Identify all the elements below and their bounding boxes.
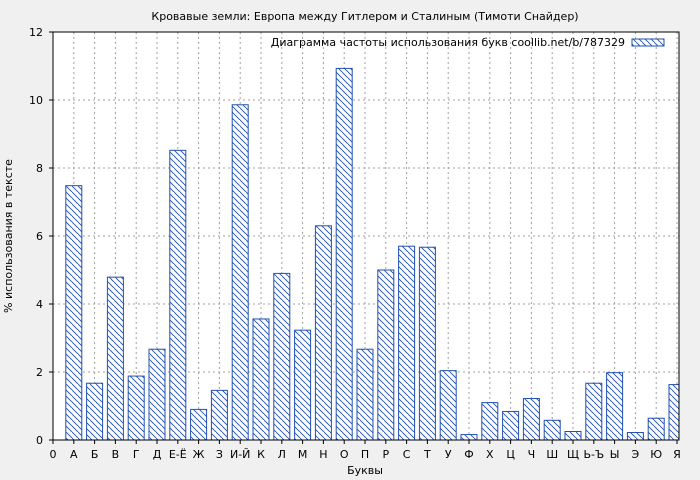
bar-С — [398, 245, 416, 441]
x-tick-label: О — [340, 448, 349, 461]
x-tick-label: У — [445, 448, 452, 461]
legend: Диаграмма частоты использования букв coo… — [271, 36, 665, 49]
bar-А — [65, 185, 83, 441]
x-tick-label: З — [216, 448, 223, 461]
bar-Г — [127, 375, 145, 441]
bar-О — [335, 67, 353, 441]
bar-К — [252, 318, 270, 441]
x-tick-label: Ю — [650, 448, 662, 461]
bar-З — [210, 389, 228, 441]
x-tick-label: Ф — [464, 448, 473, 461]
bar-М — [294, 329, 312, 441]
y-axis-label: % использования в тексте — [2, 159, 15, 313]
y-tick-label: 10 — [29, 94, 43, 107]
legend-swatch — [631, 38, 665, 47]
bar-И-Й — [231, 104, 249, 441]
bar-Ф — [460, 434, 478, 441]
x-tick-label: Д — [153, 448, 162, 461]
x-tick-label: Ч — [528, 448, 536, 461]
x-axis-label: Буквы — [347, 464, 383, 477]
bar-Щ — [564, 431, 582, 441]
y-tick-label: 2 — [36, 366, 43, 379]
x-tick-label: М — [298, 448, 308, 461]
x-tick-label: Н — [319, 448, 327, 461]
y-ticks-group: 0 2 4 6 8 10 12 — [29, 26, 53, 447]
bar-Х — [481, 402, 499, 441]
bar-Ч — [522, 398, 540, 441]
bar-Ж — [190, 408, 208, 441]
x-tick-label: П — [361, 448, 369, 461]
bar-Ь-Ъ — [585, 382, 603, 441]
y-tick-label: 0 — [36, 434, 43, 447]
x-tick-label: Ц — [506, 448, 515, 461]
bar-В — [106, 276, 124, 441]
bar-Ю — [647, 417, 665, 441]
bar-Ы — [606, 372, 624, 441]
bar-Д — [148, 348, 166, 441]
bar-П — [356, 348, 374, 441]
x-tick-label: Е-Ё — [169, 448, 187, 461]
x-tick-label: Я — [673, 448, 681, 461]
bar-Т — [418, 246, 436, 441]
x-tick-label: Б — [91, 448, 99, 461]
x-tick-label: Э — [632, 448, 640, 461]
x-tick-label: Л — [278, 448, 286, 461]
legend-label: Диаграмма частоты использования букв coo… — [271, 36, 625, 49]
x-tick-label: Ж — [193, 448, 205, 461]
y-tick-label: 12 — [29, 26, 43, 39]
bar-У — [439, 370, 457, 441]
x-tick-label: Щ — [567, 448, 579, 461]
x-tick-label: 0 — [50, 448, 57, 461]
chart-title: Кровавые земли: Европа между Гитлером и … — [151, 10, 578, 23]
bar-Э — [626, 432, 644, 441]
x-tick-label: И-Й — [230, 448, 250, 461]
bars-group — [65, 67, 680, 441]
x-tick-label: Ы — [610, 448, 620, 461]
y-tick-label: 4 — [36, 298, 43, 311]
x-tick-label: Т — [423, 448, 431, 461]
y-tick-label: 8 — [36, 162, 43, 175]
x-tick-label: Ш — [546, 448, 558, 461]
x-ticks-group: 0 А Б В Г Д Е-Ё Ж З И-Й К Л М Н О П Р С Т У Ф Х Ц Ч Ш Щ Ь-Ъ Ы Э Ю Я — [50, 440, 681, 461]
y-tick-label: 6 — [36, 230, 43, 243]
x-tick-label: Ь-Ъ — [583, 448, 604, 461]
bar-Б — [86, 382, 104, 441]
x-tick-label: Г — [133, 448, 140, 461]
x-tick-label: А — [70, 448, 78, 461]
bar-Ц — [502, 410, 520, 441]
x-tick-label: Х — [486, 448, 494, 461]
x-tick-label: С — [403, 448, 411, 461]
bar-Л — [273, 272, 291, 441]
bar-Н — [314, 225, 332, 441]
x-tick-label: Р — [382, 448, 389, 461]
bar-Е-Ё — [169, 149, 187, 441]
x-tick-label: В — [112, 448, 120, 461]
bar-Я — [668, 384, 680, 441]
bar-Ш — [543, 419, 561, 441]
bar-Р — [377, 269, 395, 441]
x-tick-label: К — [257, 448, 265, 461]
